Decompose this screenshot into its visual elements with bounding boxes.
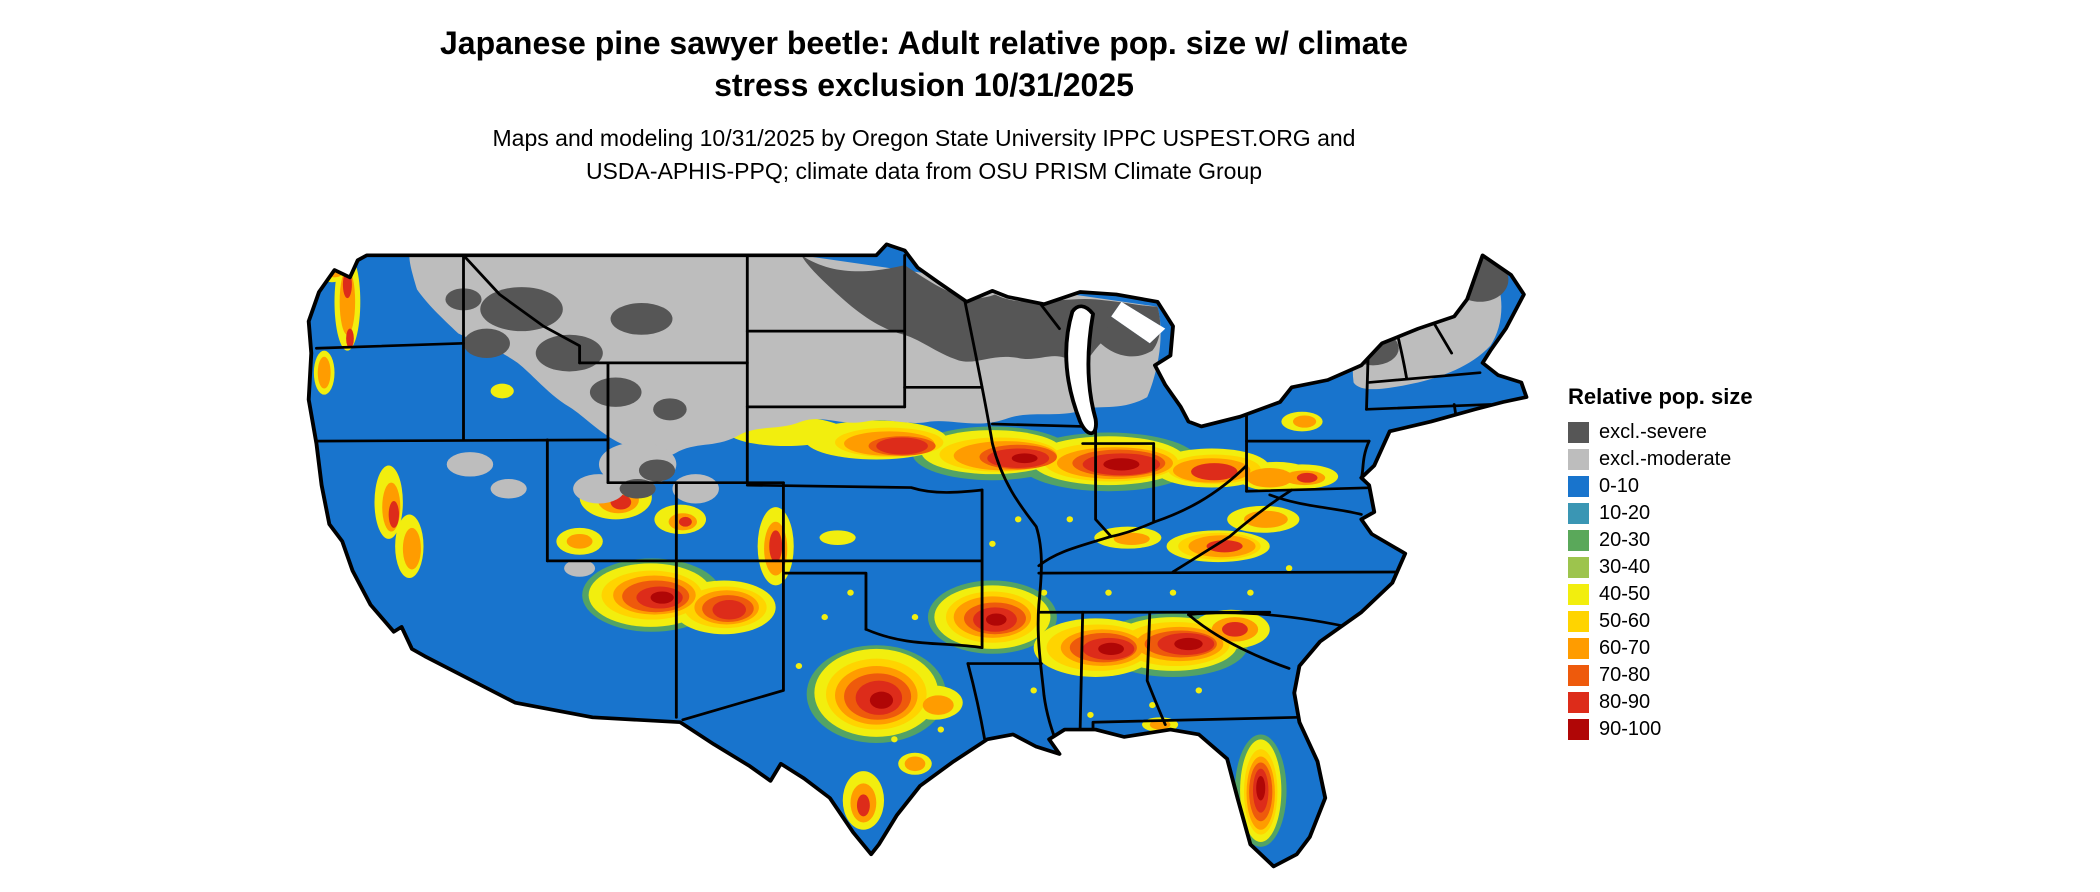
map-container	[270, 226, 1560, 886]
legend-item: 40-50	[1568, 584, 1898, 605]
legend-item-label: excl.-severe	[1599, 421, 1707, 443]
legend-swatch	[1568, 584, 1589, 605]
legend-item: 30-40	[1568, 557, 1898, 578]
legend-swatch	[1568, 530, 1589, 551]
legend-swatch	[1568, 638, 1589, 659]
map-title-line1: Japanese pine sawyer beetle: Adult relat…	[439, 25, 1409, 61]
legend-item: excl.-severe	[1568, 422, 1898, 443]
legend-item: excl.-moderate	[1568, 449, 1898, 470]
us-conus-map	[306, 242, 1529, 869]
legend-swatch	[1568, 449, 1589, 470]
legend-item-label: 80-90	[1599, 691, 1651, 713]
legend-item: 20-30	[1568, 530, 1898, 551]
legend: Relative pop. size excl.-severe excl.-mo…	[1568, 384, 1898, 746]
legend-item-label: 10-20	[1599, 502, 1651, 524]
hotspot-dark-red	[650, 453, 1266, 801]
legend-item: 80-90	[1568, 692, 1898, 713]
legend-swatch	[1568, 611, 1589, 632]
legend-item: 90-100	[1568, 719, 1898, 740]
legend-swatch	[1568, 665, 1589, 686]
legend-item: 10-20	[1568, 503, 1898, 524]
map-title-line2: stress exclusion 10/31/2025	[714, 67, 1134, 104]
legend-swatch	[1568, 557, 1589, 578]
legend-item: 50-60	[1568, 611, 1898, 632]
legend-title: Relative pop. size	[1568, 384, 1753, 409]
legend-swatch	[1568, 476, 1589, 497]
legend-item-label: 30-40	[1599, 556, 1651, 578]
map-subtitle-line1: Maps and modeling 10/31/2025 by Oregon S…	[492, 125, 1356, 151]
map-subtitle-line2: USDA-APHIS-PPQ; climate data from OSU PR…	[585, 158, 1263, 185]
legend-item: 70-80	[1568, 665, 1898, 686]
legend-item-label: 20-30	[1599, 529, 1651, 551]
map-title: Japanese pine sawyer beetle: Adult relat…	[24, 22, 1824, 106]
legend-item-label: 40-50	[1599, 583, 1651, 605]
legend-swatch	[1568, 503, 1589, 524]
legend-item-label: 50-60	[1599, 610, 1651, 632]
map-national-outline	[306, 242, 1529, 869]
legend-item-label: 60-70	[1599, 637, 1651, 659]
legend-item-label: 70-80	[1599, 664, 1651, 686]
legend-swatch	[1568, 422, 1589, 443]
legend-item-label: 0-10	[1599, 475, 1640, 497]
map-state-borders	[312, 253, 1492, 746]
legend-item-label: excl.-moderate	[1599, 448, 1732, 470]
legend-item: 60-70	[1568, 638, 1898, 659]
legend-item: 0-10	[1568, 476, 1898, 497]
legend-item-label: 90-100	[1599, 718, 1662, 740]
legend-swatch	[1568, 692, 1589, 713]
map-subtitle: Maps and modeling 10/31/2025 by Oregon S…	[24, 122, 1824, 189]
legend-swatch	[1568, 719, 1589, 740]
